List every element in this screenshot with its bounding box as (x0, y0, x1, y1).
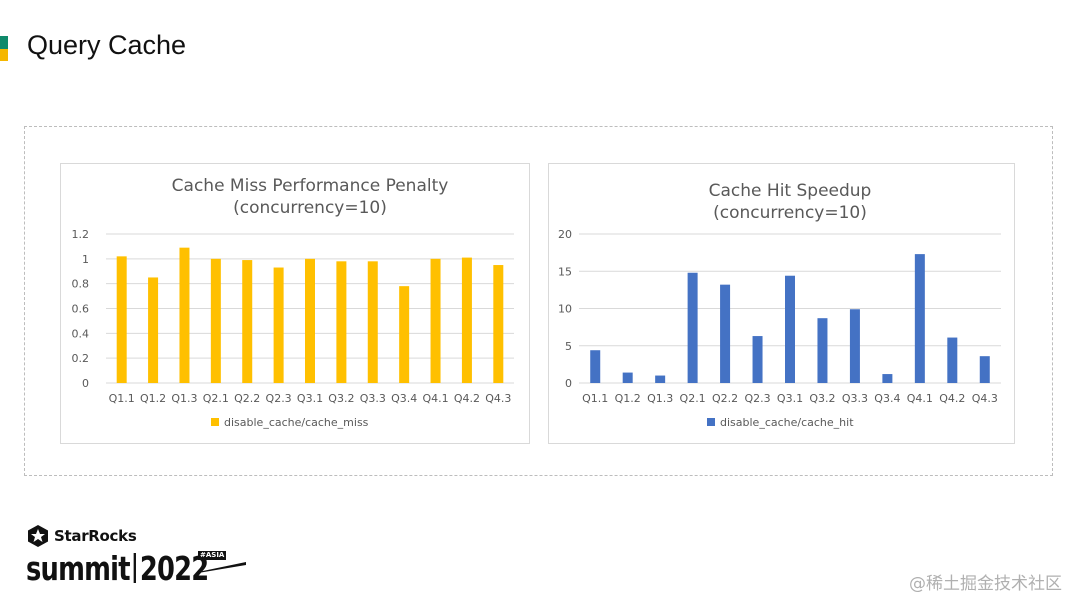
miss-y-tick-label: 0.2 (72, 352, 90, 365)
miss-legend-label: disable_cache/cache_miss (224, 416, 369, 429)
miss-bar-Q1-2 (148, 277, 159, 383)
miss-x-tick-label: Q2.3 (266, 392, 292, 405)
miss-chart-subtitle: (concurrency=10) (233, 198, 387, 218)
miss-bar-Q2-1 (210, 258, 221, 383)
title-accent-yellow (0, 49, 8, 61)
hit-y-tick-label: 5 (565, 340, 572, 353)
logo-summit-year: 2022 (139, 549, 209, 588)
logo-brand-name: StarRocks (54, 527, 137, 545)
hit-x-tick-label: Q1.3 (647, 392, 673, 405)
hit-x-tick-label: Q4.2 (939, 392, 965, 405)
hit-chart-title: Cache Hit Speedup (709, 181, 872, 201)
cache-miss-chart-panel: Cache Miss Performance Penalty (concurren… (60, 163, 530, 444)
miss-bar-Q4-3 (493, 265, 504, 383)
miss-bar-Q3-4 (399, 286, 410, 383)
starrocks-logo-icon (28, 525, 48, 547)
hit-bar-Q2-3 (752, 336, 763, 383)
hit-bar-Q3-4 (882, 374, 893, 383)
miss-bar-Q1-3 (179, 247, 190, 383)
miss-x-tick-label: Q2.2 (234, 392, 260, 405)
miss-y-tick-label: 0.6 (72, 303, 90, 316)
hit-bar-Q1-2 (622, 372, 633, 383)
miss-y-tick-label: 1 (82, 253, 89, 266)
hit-x-tick-label: Q3.1 (777, 392, 803, 405)
hit-legend-swatch (707, 418, 715, 426)
miss-bar-Q3-1 (305, 258, 315, 383)
hit-bar-Q4-3 (979, 356, 990, 383)
logo-divider (133, 553, 136, 583)
hit-bar-Q2-1 (687, 272, 698, 383)
hit-y-tick-label: 0 (565, 377, 572, 390)
miss-x-tick-label: Q3.3 (360, 392, 386, 405)
miss-x-tick-label: Q4.1 (422, 392, 448, 405)
miss-y-tick-label: 0 (82, 377, 89, 390)
miss-x-tick-label: Q1.3 (171, 392, 197, 405)
hit-bar-Q1-1 (590, 350, 601, 383)
hit-y-tick-label: 20 (558, 228, 572, 241)
cache-hit-chart-panel: Cache Hit Speedup (concurrency=10) 0 5 10 15 2… (548, 163, 1015, 444)
miss-chart-title: Cache Miss Performance Penalty (172, 176, 449, 196)
hit-chart-subtitle: (concurrency=10) (713, 203, 867, 223)
hit-bar-Q1-3 (655, 375, 666, 383)
hit-x-tick-label: Q1.1 (582, 392, 608, 405)
miss-bar-Q2-3 (273, 267, 284, 383)
hit-x-tick-label: Q1.2 (615, 392, 641, 405)
charts-frame (24, 126, 1053, 476)
hit-x-tick-label: Q2.1 (680, 392, 706, 405)
logo-swoosh-icon (198, 562, 246, 573)
hit-bar-Q3-2 (817, 318, 828, 383)
cache-miss-chart: Cache Miss Performance Penalty(concurren… (72, 176, 514, 429)
hit-x-tick-label: Q2.3 (744, 392, 770, 405)
miss-x-tick-label: Q3.1 (297, 392, 323, 405)
starrocks-summit-logo: StarRocks summit 2022 #ASIA (26, 524, 246, 588)
hit-x-tick-label: Q3.3 (842, 392, 868, 405)
miss-x-tick-label: Q4.2 (454, 392, 480, 405)
miss-x-tick-label: Q4.3 (485, 392, 511, 405)
hit-bar-Q4-2 (947, 337, 958, 383)
watermark: @稀土掘金技术社区 (909, 574, 1062, 594)
miss-bar-Q3-3 (367, 261, 378, 383)
miss-bar-Q4-2 (461, 257, 472, 383)
slide-title: Query Cache (27, 30, 187, 60)
hit-bar-Q2-2 (720, 284, 731, 383)
logo-asia-tag: #ASIA (198, 551, 248, 573)
hit-x-tick-label: Q3.4 (874, 392, 900, 405)
title-accent-green (0, 36, 8, 49)
miss-x-tick-label: Q1.1 (109, 392, 135, 405)
miss-y-tick-label: 0.8 (72, 278, 90, 291)
miss-y-tick-label: 0.4 (72, 327, 90, 340)
miss-x-tick-label: Q2.1 (203, 392, 229, 405)
miss-legend-swatch (211, 418, 219, 426)
logo-summit-word: summit (26, 549, 131, 588)
miss-y-tick-label: 1.2 (72, 228, 90, 241)
hit-legend-label: disable_cache/cache_hit (720, 416, 854, 429)
hit-x-tick-label: Q2.2 (712, 392, 738, 405)
miss-x-tick-label: Q3.2 (328, 392, 354, 405)
hit-y-tick-label: 10 (558, 303, 572, 316)
miss-x-tick-label: Q1.2 (140, 392, 166, 405)
hit-x-tick-label: Q3.2 (809, 392, 835, 405)
hit-bar-Q4-1 (914, 254, 925, 383)
miss-bar-Q4-1 (430, 258, 441, 383)
hit-y-tick-label: 15 (558, 265, 572, 278)
hit-bar-Q3-1 (785, 275, 795, 383)
logo-tag-text: #ASIA (198, 551, 227, 560)
miss-x-tick-label: Q3.4 (391, 392, 417, 405)
cache-hit-chart: Cache Hit Speedup(concurrency=10) 0 5 10 15 2… (558, 181, 1001, 429)
miss-bar-Q2-2 (242, 260, 253, 383)
logo-summit-wordmark: summit 2022 (26, 549, 209, 588)
miss-bar-Q1-1 (116, 256, 127, 383)
miss-bar-Q3-2 (336, 261, 347, 383)
hit-x-tick-label: Q4.3 (972, 392, 998, 405)
hit-bar-Q3-3 (849, 309, 860, 383)
hit-x-tick-label: Q4.1 (907, 392, 933, 405)
